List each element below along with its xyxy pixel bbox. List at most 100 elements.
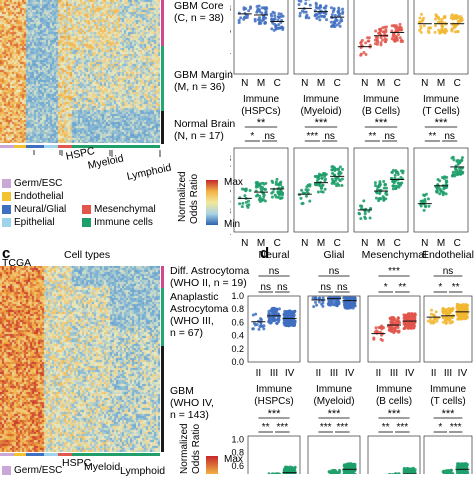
- panel-d-top-0-point: [274, 308, 277, 311]
- panel-b-top-1-point: [334, 25, 337, 28]
- panel-b-top-3-point: [421, 19, 424, 22]
- panel-b-top-3-point: [443, 15, 446, 18]
- panel-letter-d: d: [260, 246, 269, 261]
- panel-d-top-0-point: [277, 317, 280, 320]
- panel-b-top-2-point: [381, 26, 384, 29]
- legend-swatch-epithelial: [2, 218, 11, 227]
- panel-b-top-3-point: [418, 20, 421, 23]
- group-bar-a-normal: [161, 111, 164, 144]
- panel-b-bot-3-point: [436, 187, 439, 190]
- panel-b-top-xtick: N: [301, 78, 308, 89]
- sig-top-d2: ***: [388, 408, 402, 420]
- panel-b-title: Immune: [303, 94, 340, 105]
- panel-b-bot-1-point: [308, 200, 311, 203]
- panel-d-xtick: II: [431, 368, 437, 379]
- panel-b-bot-1-point: [333, 166, 336, 169]
- panel-b-bot-1-point: [333, 182, 336, 185]
- ytick-b: 0.3: [230, 206, 231, 216]
- group-sub-core: (C, n = 38): [174, 13, 224, 24]
- panel-b-bot-0-point: [243, 194, 246, 197]
- panel-b-top-0-point: [264, 17, 267, 20]
- panel-b-bot-0-point: [277, 196, 280, 199]
- sig-top-d: ***: [388, 266, 400, 277]
- panel-b-bot-xtick: C: [454, 238, 461, 249]
- panel-b-bot-2-point: [377, 199, 380, 202]
- panel-d-top-2-point: [408, 316, 411, 319]
- sig-pair-d: **: [452, 282, 460, 293]
- panel-b-top-3-point: [420, 27, 423, 30]
- panel-b-bot-0-point: [279, 192, 282, 195]
- panel-d-top-2-point: [397, 326, 400, 329]
- panel-b-top-xtick: M: [377, 78, 385, 89]
- panel-b-bot-1-point: [318, 182, 321, 185]
- panel-b-bot-3-point: [422, 194, 425, 197]
- panel-b-top-1-point: [339, 20, 342, 23]
- panel-b-top-0-point: [282, 15, 285, 18]
- panel-b-title-sub: (Myeloid): [300, 106, 341, 117]
- panel-b-top-3-point: [453, 15, 456, 18]
- panel-d-bot-2-point: [407, 469, 410, 472]
- panel-d-bot-1-point: [328, 470, 331, 473]
- colorbar-title-2: Odds Ratio: [190, 174, 200, 224]
- panel-b-bot-1-point: [323, 179, 326, 182]
- panel-d-top-2-point: [381, 339, 384, 342]
- panel-d-top-3-point: [443, 309, 446, 312]
- panel-b-top-0-point: [261, 19, 264, 22]
- panel-d-bot-title-sub: (Myeloid): [313, 396, 354, 407]
- panel-b-title: Immune: [363, 94, 400, 105]
- panel-b-bot-xtick: N: [421, 238, 428, 249]
- panel-b-bot-0-point: [259, 200, 262, 203]
- panel-d-top-1-point: [348, 303, 351, 306]
- panel-d-bot-2-point: [412, 469, 415, 472]
- panel-b-top-0-point: [273, 14, 276, 17]
- panel-b-top-3-point: [434, 24, 437, 27]
- panel-b-bot-3-point: [425, 193, 428, 196]
- sig-top: ***: [375, 117, 389, 129]
- panel-b-top-3-point: [454, 25, 457, 28]
- panel-b-bot-0-point: [245, 201, 248, 204]
- panel-b-top-xtick: C: [274, 78, 281, 89]
- panel-d-top-0-point: [251, 327, 254, 330]
- panel-d-bot-1-point: [343, 470, 346, 473]
- panel-b-top-2-point: [379, 28, 382, 31]
- panel-b-bot-2-point: [362, 199, 365, 202]
- panel-d-top-0-point: [261, 325, 264, 328]
- panel-b-bot-0-point: [264, 200, 267, 203]
- panel-b-top-0-point: [277, 12, 280, 15]
- panel-b-bot-0-point: [263, 194, 266, 197]
- sig-pair-d: ns: [277, 282, 288, 293]
- panel-b-bot-0-point: [241, 202, 244, 205]
- panel-b-bot-1-point: [307, 188, 310, 191]
- panel-b-bot-2-point: [394, 187, 397, 190]
- panel-b-top-2-point: [396, 26, 399, 29]
- panel-b-top-0-point: [264, 22, 267, 25]
- panel-b-bot-0-point: [271, 180, 274, 183]
- panel-d-top-0-point: [259, 317, 262, 320]
- panel-b-title-sub: (T Cells): [422, 106, 460, 117]
- sig-pair: ns: [384, 131, 395, 142]
- panel-b-bot-xtick: M: [437, 238, 445, 249]
- panel-d-top-0-point: [267, 310, 270, 313]
- panel-b-top-1-point: [304, 0, 307, 1]
- panel-d-top-3-point: [430, 309, 433, 312]
- sig-pair: **: [368, 131, 376, 142]
- panel-b-bot-1-point: [320, 177, 323, 180]
- panel-b-bot-2-point: [364, 217, 367, 220]
- panel-b-bot-xtick: N: [361, 238, 368, 249]
- group-label-gbm: GBM: [170, 386, 194, 397]
- panel-b-top-1-point: [331, 13, 334, 16]
- panel-d-top-3-point: [461, 312, 464, 315]
- panel-b-top-0-point: [239, 16, 242, 19]
- panel-b-top-3-point: [427, 31, 430, 34]
- panel-d-top-2-point: [408, 325, 411, 328]
- panel-b-bot-1-point: [341, 168, 344, 171]
- panel-d-bot-3-point: [450, 469, 453, 472]
- panel-b-bot-3-point: [459, 173, 462, 176]
- panel-d-top-0-point: [285, 312, 288, 315]
- panel-b-bot-2-point: [392, 184, 395, 187]
- panel-b-top-0-point: [256, 5, 259, 8]
- panel-b-bot-xtick: C: [394, 238, 401, 249]
- panel-b-top-1-point: [332, 8, 335, 11]
- panel-b-bot-0-point: [247, 206, 250, 209]
- panel-d-top-1-point: [343, 301, 346, 304]
